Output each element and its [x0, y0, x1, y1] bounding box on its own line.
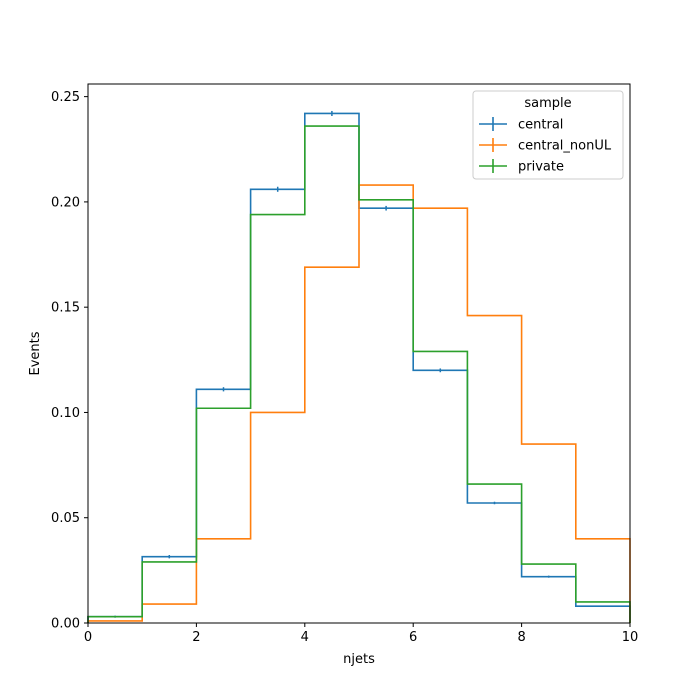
x-axis: 0 2 4 6 8 10 — [84, 623, 638, 645]
x-tick-label: 8 — [517, 630, 525, 645]
y-tick-label: 0.25 — [51, 90, 80, 105]
y-tick-label: 0.20 — [51, 195, 80, 210]
y-tick-label: 0.10 — [51, 406, 80, 421]
legend-title: sample — [524, 96, 571, 111]
y-tick-label: 0.15 — [51, 301, 80, 316]
x-tick-label: 2 — [192, 630, 200, 645]
legend-private-label: private — [518, 160, 564, 175]
legend-central-label: central — [518, 118, 563, 133]
legend-box — [472, 90, 624, 180]
y-axis: 0.00 0.05 0.10 0.15 0.20 0.25 — [51, 90, 88, 632]
x-tick-label: 10 — [622, 630, 639, 645]
series-layer — [87, 110, 631, 623]
x-tick-label: 6 — [409, 630, 417, 645]
y-tick-label: 0.05 — [51, 511, 80, 526]
y-axis-label: Events — [28, 331, 43, 375]
x-tick-label: 0 — [84, 630, 92, 645]
x-tick-label: 4 — [301, 630, 309, 645]
series-private-line — [87, 125, 631, 623]
axes-frame — [87, 83, 631, 624]
y-tick-label: 0.00 — [51, 617, 80, 632]
series-central-nonUL-line — [87, 184, 631, 623]
x-axis-label: njets — [343, 652, 375, 667]
legend-central-nonUL-label: central_nonUL — [518, 139, 612, 154]
